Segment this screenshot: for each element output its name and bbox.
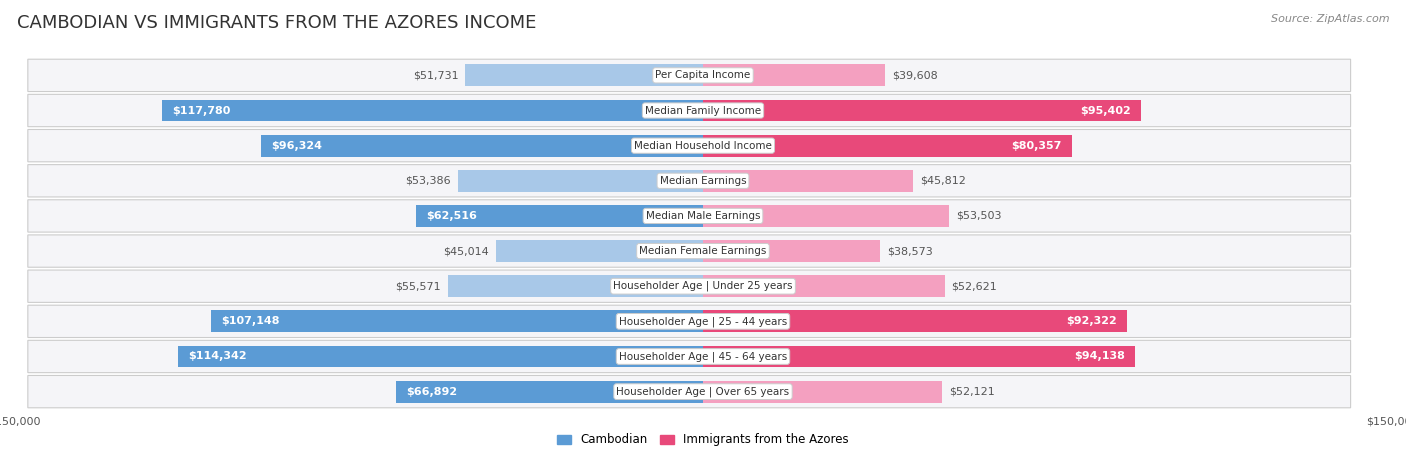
FancyBboxPatch shape xyxy=(28,94,1351,127)
Text: Median Family Income: Median Family Income xyxy=(645,106,761,115)
Text: $80,357: $80,357 xyxy=(1011,141,1062,151)
Text: Source: ZipAtlas.com: Source: ZipAtlas.com xyxy=(1271,14,1389,24)
Bar xyxy=(703,99,1142,121)
Bar xyxy=(260,135,703,156)
Bar xyxy=(703,205,949,227)
FancyBboxPatch shape xyxy=(28,340,1351,373)
Bar xyxy=(703,311,1128,332)
FancyBboxPatch shape xyxy=(28,165,1351,197)
Text: $45,014: $45,014 xyxy=(444,246,489,256)
Text: $92,322: $92,322 xyxy=(1066,316,1116,326)
Text: Median Male Earnings: Median Male Earnings xyxy=(645,211,761,221)
Text: CAMBODIAN VS IMMIGRANTS FROM THE AZORES INCOME: CAMBODIAN VS IMMIGRANTS FROM THE AZORES … xyxy=(17,14,536,32)
Text: Householder Age | 25 - 44 years: Householder Age | 25 - 44 years xyxy=(619,316,787,326)
Bar xyxy=(458,170,703,191)
Text: $55,571: $55,571 xyxy=(395,281,441,291)
FancyBboxPatch shape xyxy=(28,305,1351,338)
Text: $95,402: $95,402 xyxy=(1080,106,1130,115)
FancyBboxPatch shape xyxy=(28,200,1351,232)
Bar xyxy=(703,170,914,191)
Text: $51,731: $51,731 xyxy=(413,71,458,80)
Bar xyxy=(703,381,942,403)
Text: $94,138: $94,138 xyxy=(1074,352,1125,361)
Bar xyxy=(162,99,703,121)
Text: $66,892: $66,892 xyxy=(406,387,457,396)
Bar xyxy=(211,311,703,332)
Text: $96,324: $96,324 xyxy=(271,141,322,151)
Bar xyxy=(703,64,884,86)
Text: Householder Age | Over 65 years: Householder Age | Over 65 years xyxy=(616,386,790,397)
Text: $52,121: $52,121 xyxy=(949,387,995,396)
Text: $117,780: $117,780 xyxy=(173,106,231,115)
Text: Median Household Income: Median Household Income xyxy=(634,141,772,151)
Text: $53,503: $53,503 xyxy=(956,211,1001,221)
FancyBboxPatch shape xyxy=(28,235,1351,267)
Bar xyxy=(447,276,703,297)
FancyBboxPatch shape xyxy=(28,270,1351,302)
Text: $39,608: $39,608 xyxy=(891,71,938,80)
Bar xyxy=(395,381,703,403)
Text: $114,342: $114,342 xyxy=(188,352,247,361)
Bar xyxy=(465,64,703,86)
Text: $53,386: $53,386 xyxy=(405,176,451,186)
Text: $38,573: $38,573 xyxy=(887,246,932,256)
FancyBboxPatch shape xyxy=(28,375,1351,408)
Text: $107,148: $107,148 xyxy=(221,316,280,326)
FancyBboxPatch shape xyxy=(28,59,1351,92)
Text: Median Earnings: Median Earnings xyxy=(659,176,747,186)
Text: Median Female Earnings: Median Female Earnings xyxy=(640,246,766,256)
Bar xyxy=(703,276,945,297)
Text: Per Capita Income: Per Capita Income xyxy=(655,71,751,80)
Text: $52,621: $52,621 xyxy=(952,281,997,291)
Text: Householder Age | Under 25 years: Householder Age | Under 25 years xyxy=(613,281,793,291)
Legend: Cambodian, Immigrants from the Azores: Cambodian, Immigrants from the Azores xyxy=(553,429,853,451)
Bar xyxy=(703,135,1071,156)
Bar xyxy=(416,205,703,227)
Bar xyxy=(703,240,880,262)
Bar xyxy=(496,240,703,262)
Text: $45,812: $45,812 xyxy=(921,176,966,186)
Bar xyxy=(177,346,703,368)
Text: $62,516: $62,516 xyxy=(426,211,477,221)
FancyBboxPatch shape xyxy=(28,129,1351,162)
Text: Householder Age | 45 - 64 years: Householder Age | 45 - 64 years xyxy=(619,351,787,362)
Bar xyxy=(703,346,1136,368)
